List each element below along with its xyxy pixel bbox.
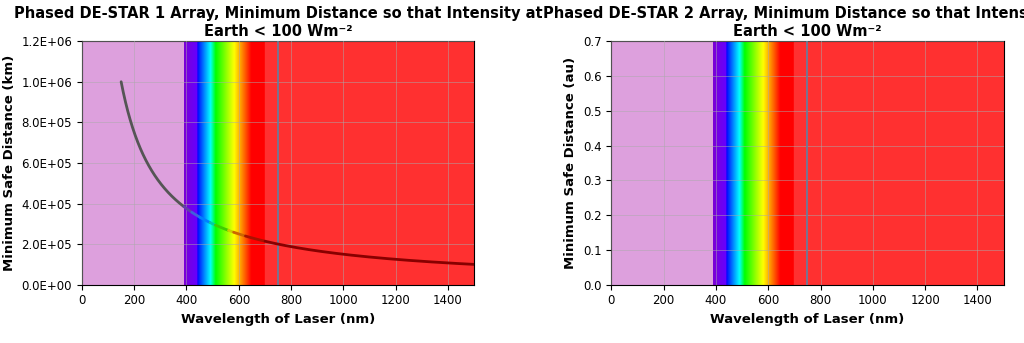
Bar xyxy=(82,41,184,285)
Bar xyxy=(611,41,714,285)
Bar xyxy=(795,41,1004,285)
Title: Phased DE-STAR 1 Array, Minimum Distance so that Intensity at
Earth < 100 Wm⁻²: Phased DE-STAR 1 Array, Minimum Distance… xyxy=(13,6,543,39)
Y-axis label: Minimum Safe Distance (km): Minimum Safe Distance (km) xyxy=(3,55,15,271)
Y-axis label: Minimum Safe Distance (au): Minimum Safe Distance (au) xyxy=(564,57,578,269)
Bar xyxy=(265,41,474,285)
Title: Phased DE-STAR 2 Array, Minimum Distance so that Intensity at
Earth < 100 Wm⁻²: Phased DE-STAR 2 Array, Minimum Distance… xyxy=(543,6,1024,39)
X-axis label: Wavelength of Laser (nm): Wavelength of Laser (nm) xyxy=(181,313,375,326)
X-axis label: Wavelength of Laser (nm): Wavelength of Laser (nm) xyxy=(711,313,904,326)
